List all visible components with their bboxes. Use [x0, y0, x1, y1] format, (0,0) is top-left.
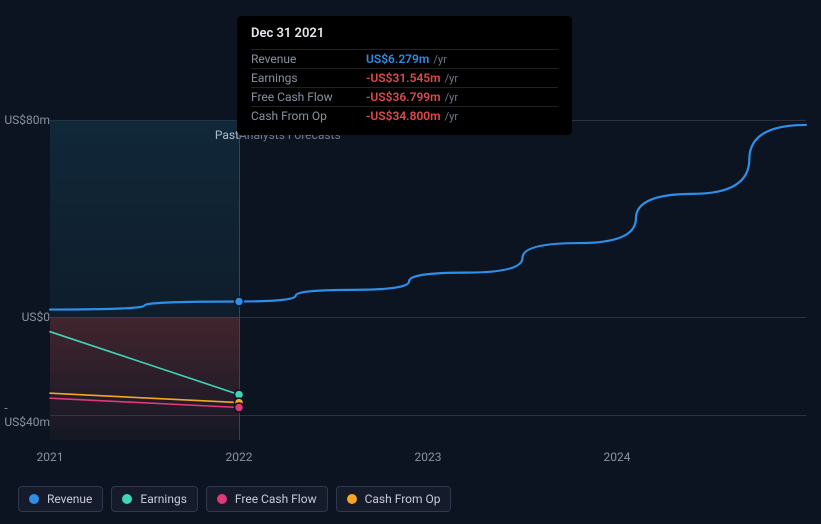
tooltip-date: Dec 31 2021 [251, 26, 558, 41]
legend-label: Cash From Op [365, 492, 441, 506]
legend-dot-icon [347, 494, 357, 504]
series-line-free_cash_flow [50, 398, 239, 407]
hover-point-revenue [235, 297, 244, 306]
legend-label: Revenue [47, 492, 92, 506]
hover-point-free_cash_flow [235, 403, 244, 412]
tooltip-row-label: Earnings [251, 71, 366, 85]
tooltip-row-unit: /yr [445, 91, 458, 104]
x-axis-label: 2023 [415, 450, 442, 464]
tooltip-row: Earnings-US$31.545m/yr [251, 68, 558, 87]
tooltip-rows: RevenueUS$6.279m/yrEarnings-US$31.545m/y… [251, 49, 558, 125]
legend-dot-icon [29, 494, 39, 504]
legend-item-revenue[interactable]: Revenue [18, 486, 103, 512]
tooltip: Dec 31 2021 RevenueUS$6.279m/yrEarnings-… [237, 16, 572, 135]
legend-label: Free Cash Flow [235, 492, 317, 506]
legend-item-earnings[interactable]: Earnings [111, 486, 198, 512]
tooltip-row-value: US$6.279m [366, 52, 429, 66]
tooltip-row-unit: /yr [445, 110, 458, 123]
chart-container: PastAnalysts Forecasts US$80mUS$0-US$40m [18, 120, 808, 440]
y-axis-label: -US$40m [4, 401, 50, 429]
plot-area[interactable]: PastAnalysts Forecasts [50, 120, 806, 440]
tooltip-row: Cash From Op-US$34.800m/yr [251, 106, 558, 125]
tooltip-row: RevenueUS$6.279m/yr [251, 49, 558, 68]
legend-dot-icon [217, 494, 227, 504]
tooltip-row-unit: /yr [445, 72, 458, 85]
tooltip-row-value: -US$34.800m [366, 109, 441, 123]
x-axis-label: 2022 [226, 450, 253, 464]
tooltip-row-value: -US$31.545m [366, 71, 441, 85]
x-axis-label: 2024 [604, 450, 631, 464]
tooltip-row-label: Free Cash Flow [251, 90, 366, 104]
y-axis-label: US$0 [22, 310, 50, 324]
series-line-earnings [50, 332, 239, 395]
series-line-revenue [50, 125, 806, 310]
tooltip-row: Free Cash Flow-US$36.799m/yr [251, 87, 558, 106]
x-axis-label: 2021 [37, 450, 64, 464]
series-line-cash_from_op [50, 393, 239, 402]
tooltip-row-label: Cash From Op [251, 109, 366, 123]
legend-item-free_cash_flow[interactable]: Free Cash Flow [206, 486, 328, 512]
legend-dot-icon [122, 494, 132, 504]
tooltip-row-unit: /yr [433, 53, 446, 66]
legend-label: Earnings [140, 492, 187, 506]
tooltip-row-label: Revenue [251, 52, 366, 66]
chart-svg [50, 120, 806, 440]
legend: Revenue Earnings Free Cash Flow Cash From O… [18, 486, 451, 512]
tooltip-row-value: -US$36.799m [366, 90, 441, 104]
y-axis-label: US$80m [4, 113, 50, 127]
legend-item-cash_from_op[interactable]: Cash From Op [336, 486, 452, 512]
